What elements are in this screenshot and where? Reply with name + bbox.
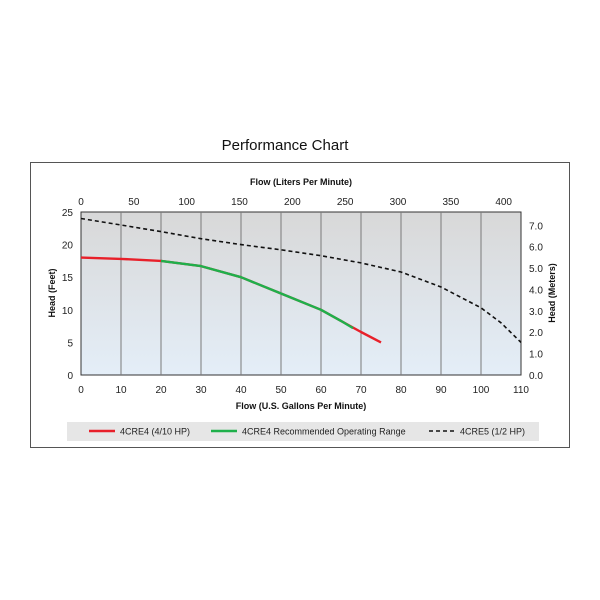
x-tick-label: 100: [473, 385, 490, 396]
chart-frame: 0 10 20 30 40 50 60 70 80 90 100 110 0 50 100 150 200 250…: [30, 162, 570, 448]
x2-tick-label: 150: [231, 197, 248, 208]
x-axis-title: Flow (U.S. Gallons Per Minute): [236, 401, 367, 411]
y-tick-label: 15: [62, 273, 74, 284]
legend-label-3: 4CRE5 (1/2 HP): [460, 427, 525, 437]
x-tick-label: 110: [513, 385, 529, 396]
y-tick-label: 10: [62, 306, 74, 317]
x-tick-label: 0: [78, 385, 84, 396]
x-tick-label: 70: [355, 385, 367, 396]
series-lines: [80, 217, 522, 344]
y-tick-label: 25: [62, 208, 74, 219]
x2-tick-label: 100: [178, 197, 195, 208]
y2-tick-label: 4.0: [529, 285, 543, 296]
legend-label-1: 4CRE4 (4/10 HP): [120, 427, 190, 437]
legend: 4CRE4 (4/10 HP) 4CRE4 Recommended Operati…: [89, 427, 525, 437]
x2-tick-label: 400: [495, 197, 512, 208]
y2-tick-label: 5.0: [529, 264, 543, 275]
x-tick-label: 20: [155, 385, 167, 396]
plot-area: [80, 211, 522, 376]
y-tick-label: 5: [67, 338, 73, 349]
x-tick-label: 50: [275, 385, 287, 396]
y-axis-title: Head (Feet): [47, 268, 57, 317]
y2-tick-label: 3.0: [529, 307, 543, 318]
y2-tick-label: 1.0: [529, 350, 543, 361]
x2-tick-label: 350: [442, 197, 459, 208]
y2-tick-label: 0.0: [529, 371, 543, 382]
x2-tick-label: 300: [390, 197, 407, 208]
y2-tick-label: 2.0: [529, 328, 543, 339]
x-tick-label: 10: [115, 385, 127, 396]
x-tick-label: 40: [235, 385, 247, 396]
x-tick-label: 30: [195, 385, 207, 396]
x2-tick-label: 250: [337, 197, 354, 208]
y2-tick-label: 6.0: [529, 243, 543, 254]
y-tick-label: 20: [62, 241, 74, 252]
x2-tick-label: 50: [128, 197, 140, 208]
chart-title: Performance Chart: [221, 137, 349, 154]
legend-box: [67, 422, 539, 441]
y2-tick-label: 7.0: [529, 221, 543, 232]
x-tick-label: 80: [395, 385, 407, 396]
y-tick-label: 0: [67, 371, 73, 382]
x2-tick-label: 200: [284, 197, 301, 208]
x2-axis-title: Flow (Liters Per Minute): [250, 177, 352, 187]
legend-label-2: 4CRE4 Recommended Operating Range: [242, 427, 406, 437]
x-tick-label: 60: [315, 385, 327, 396]
x2-tick-label: 0: [78, 197, 84, 208]
x-tick-label: 90: [435, 385, 447, 396]
series-line-2: [160, 259, 354, 330]
y2-axis-title: Head (Meters): [547, 263, 557, 323]
